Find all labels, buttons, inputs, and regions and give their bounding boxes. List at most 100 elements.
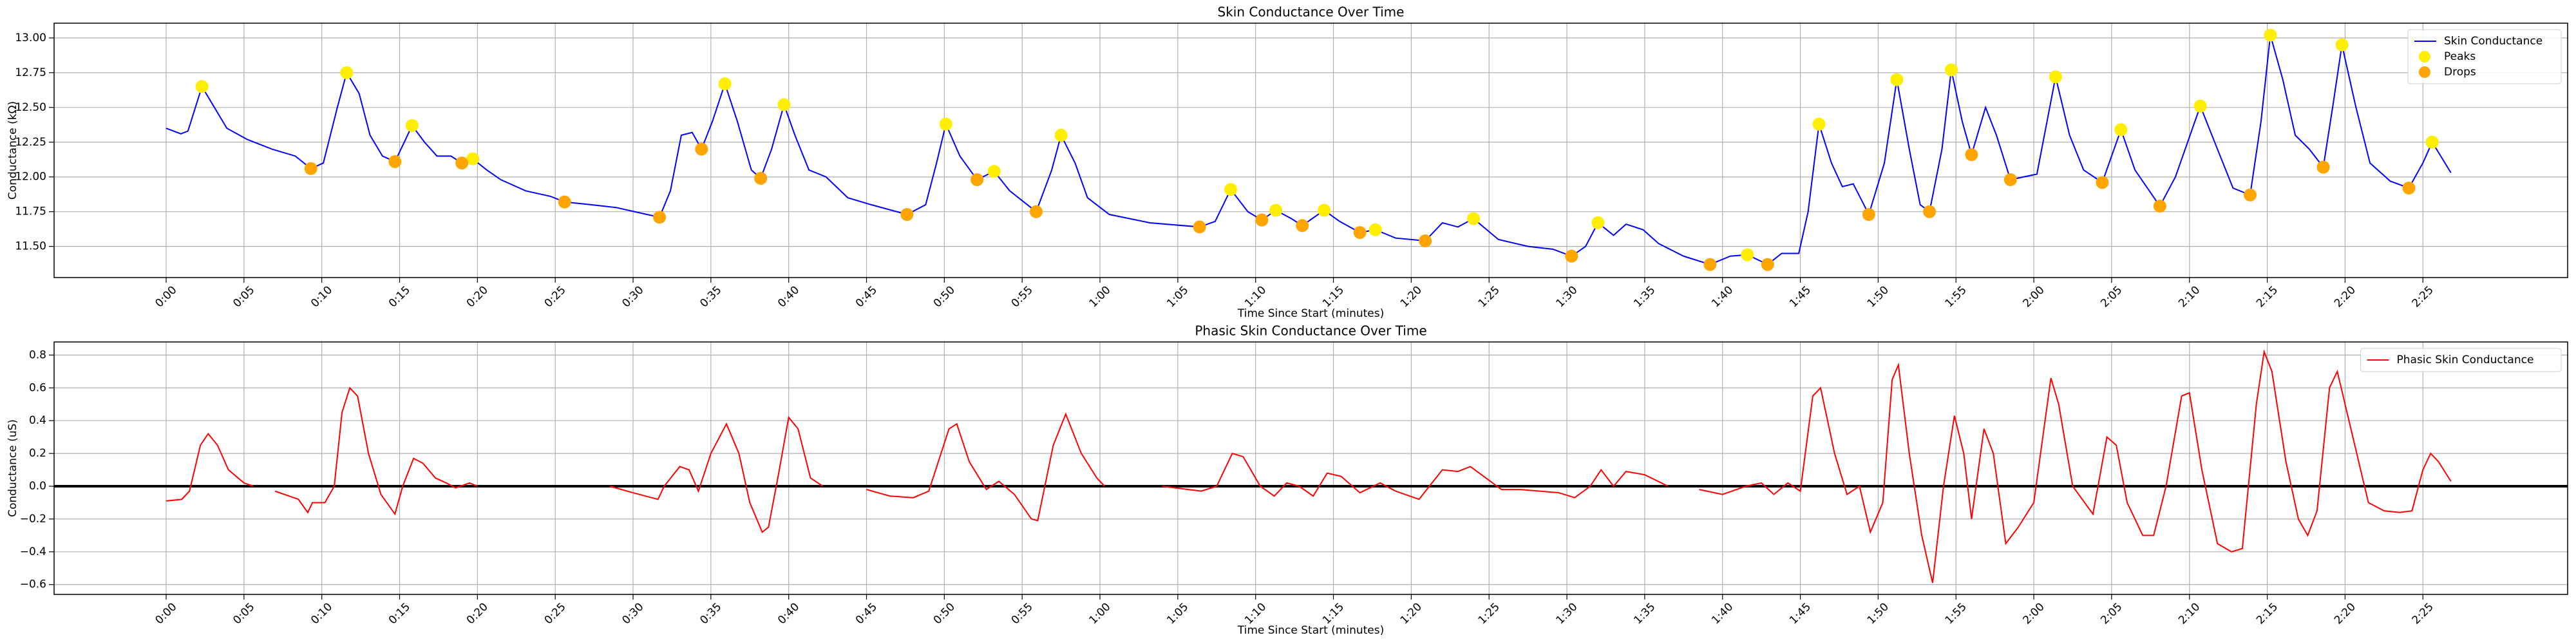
y-tick-label: 12.50	[15, 101, 46, 114]
x-tick-label: 1:50	[1865, 600, 1891, 627]
data-point	[1703, 258, 1717, 271]
y-tick-label: 13.00	[15, 32, 46, 44]
y-tick-label: 11.50	[15, 240, 46, 253]
data-point	[558, 195, 571, 209]
data-point	[1353, 226, 1367, 240]
x-tick-label: 0:35	[697, 600, 724, 627]
legend-swatch	[2419, 66, 2430, 78]
data-point	[1741, 248, 1754, 261]
data-point	[777, 98, 791, 111]
data-point	[939, 117, 952, 131]
x-axis-label: Time Since Start (minutes)	[1237, 307, 1385, 320]
x-tick-label: 0:10	[308, 283, 335, 310]
data-point	[1812, 117, 1826, 131]
x-tick-label: 0:50	[931, 600, 958, 627]
x-tick-label: 0:05	[231, 283, 257, 310]
x-tick-label: 1:45	[1787, 600, 1814, 627]
data-point	[2316, 160, 2330, 174]
data-point	[2049, 70, 2062, 84]
x-tick-label: 2:25	[2410, 283, 2436, 310]
x-tick-label: 1:05	[1164, 600, 1191, 627]
data-point	[1224, 183, 1238, 196]
y-tick-label: 12.75	[15, 66, 46, 79]
x-tick-label: 1:25	[1476, 283, 1502, 310]
x-tick-label: 2:05	[2098, 283, 2125, 310]
legend-label: Skin Conductance	[2444, 35, 2543, 48]
legend-swatch	[2419, 51, 2430, 62]
data-point	[971, 173, 984, 187]
data-point	[1296, 219, 1309, 232]
x-tick-label: 1:20	[1398, 283, 1425, 310]
y-tick-label: 12.00	[15, 171, 46, 184]
data-point	[1318, 204, 1331, 217]
x-tick-label: 1:00	[1086, 283, 1113, 310]
x-tick-label: 1:20	[1398, 600, 1425, 627]
y-axis-label: Conductance (uS)	[6, 419, 19, 517]
data-point	[1761, 258, 1774, 271]
y-tick-label: 0.0	[29, 480, 46, 493]
x-tick-label: 0:15	[386, 283, 413, 310]
data-point	[1269, 204, 1283, 217]
x-tick-label: 0:00	[153, 283, 179, 310]
y-tick-label: 0.2	[29, 447, 46, 460]
data-point	[2402, 181, 2416, 194]
data-point	[1944, 63, 1958, 77]
y-tick-label: −0.4	[20, 545, 46, 558]
y-tick-label: −0.6	[20, 578, 46, 591]
data-point	[2003, 173, 2017, 187]
x-tick-label: 1:30	[1553, 283, 1580, 310]
x-tick-label: 0:05	[231, 600, 257, 627]
x-tick-label: 1:45	[1787, 283, 1814, 310]
x-tick-label: 0:25	[542, 600, 569, 627]
x-tick-label: 1:40	[1709, 283, 1736, 310]
x-tick-label: 0:10	[308, 600, 335, 627]
plot-frame	[53, 23, 2568, 278]
data-point	[195, 80, 209, 93]
x-tick-label: 2:10	[2176, 283, 2202, 310]
data-line	[166, 349, 2452, 583]
legend-label: Phasic Skin Conductance	[2397, 354, 2534, 366]
data-point	[304, 162, 317, 175]
x-tick-label: 0:45	[853, 600, 880, 627]
data-point	[1862, 208, 1875, 222]
chart-title: Skin Conductance Over Time	[1218, 5, 1405, 20]
data-point	[900, 208, 914, 222]
data-point	[653, 211, 667, 224]
data-point	[1368, 223, 1382, 236]
plot-area	[54, 342, 2568, 594]
x-tick-label: 0:40	[775, 600, 802, 627]
data-point	[1591, 216, 1605, 229]
x-tick-label: 0:50	[931, 283, 958, 310]
data-point	[1565, 249, 1578, 263]
legend-label: Peaks	[2444, 50, 2476, 63]
data-point	[1965, 148, 1978, 162]
data-point	[754, 171, 768, 185]
y-tick-label: 11.75	[15, 205, 46, 218]
legend-box	[2360, 348, 2562, 372]
data-point	[1890, 73, 1904, 86]
x-tick-label: 1:25	[1476, 600, 1502, 627]
x-tick-label: 1:10	[1242, 600, 1269, 627]
y-tick-label: 0.8	[29, 348, 46, 361]
data-line	[166, 35, 2452, 265]
x-tick-label: 0:55	[1009, 600, 1036, 627]
data-point	[1193, 220, 1206, 234]
x-tick-label: 1:35	[1631, 600, 1658, 627]
x-tick-label: 1:05	[1164, 283, 1191, 310]
data-point	[2114, 123, 2128, 137]
x-tick-label: 0:45	[853, 283, 880, 310]
x-tick-label: 2:05	[2098, 600, 2125, 627]
x-tick-label: 1:30	[1553, 600, 1580, 627]
x-tick-label: 2:15	[2254, 600, 2280, 627]
data-point	[2243, 188, 2257, 202]
data-point	[2153, 200, 2166, 213]
x-tick-label: 0:20	[464, 283, 491, 310]
x-tick-label: 1:50	[1865, 283, 1891, 310]
data-point	[455, 156, 469, 170]
x-tick-label: 0:30	[620, 283, 646, 310]
data-point	[1419, 234, 1432, 248]
data-point	[1923, 205, 1937, 218]
data-point	[1029, 205, 1043, 218]
